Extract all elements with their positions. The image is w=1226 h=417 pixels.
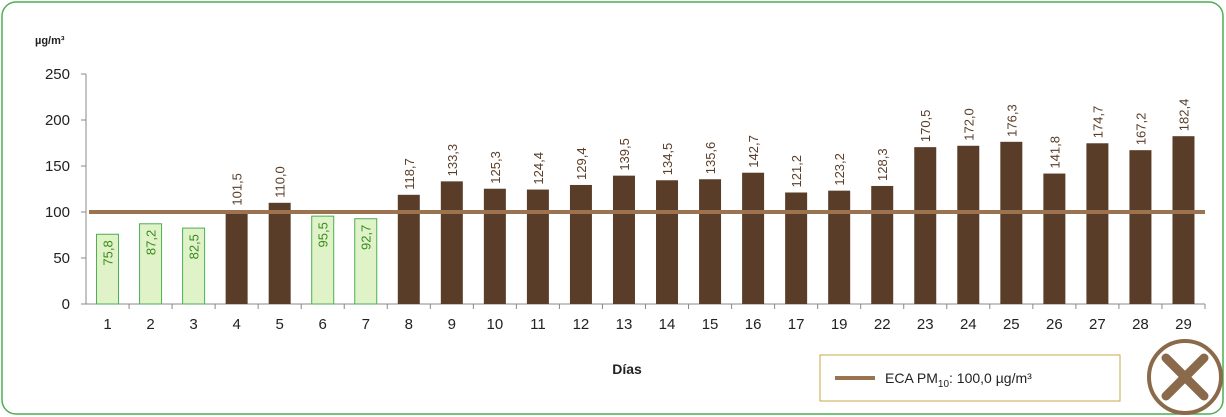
value-label: 95,5: [316, 222, 331, 247]
value-label: 170,5: [918, 110, 933, 143]
bar: [1043, 173, 1066, 304]
bar: [1129, 150, 1152, 304]
x-tick-label: 24: [960, 316, 977, 333]
bar: [526, 189, 549, 304]
bar: [483, 188, 506, 304]
value-label: 92,7: [359, 225, 374, 250]
legend-label-suffix: : 100,0 µg/m³: [949, 370, 1032, 386]
y-tick-label: 50: [53, 250, 70, 267]
value-label: 123,2: [832, 153, 847, 186]
y-tick-label: 150: [45, 158, 70, 175]
value-label: 125,3: [488, 151, 503, 184]
bar: [656, 180, 679, 304]
y-tick-label: 200: [45, 112, 70, 129]
x-tick-label: 13: [616, 316, 633, 333]
bar: [1086, 143, 1109, 304]
x-tick-label: 15: [702, 316, 719, 333]
bar: [311, 215, 335, 305]
x-tick-label: 27: [1089, 316, 1106, 333]
value-label: 101,5: [230, 173, 245, 206]
x-tick-label: 3: [189, 316, 197, 333]
value-label: 176,3: [1004, 104, 1019, 137]
x-tick-label: 7: [362, 316, 370, 333]
value-label: 174,7: [1090, 106, 1105, 139]
x-tick-label: 19: [831, 316, 848, 333]
x-tick-label: 10: [487, 316, 504, 333]
bar: [914, 147, 937, 304]
bar: [871, 185, 894, 304]
x-tick-label: 26: [1046, 316, 1063, 333]
value-label: 118,7: [402, 158, 417, 190]
bar: [354, 218, 378, 305]
value-label: 121,2: [789, 155, 804, 188]
x-axis-label: Días: [612, 361, 642, 377]
x-tick-label: 28: [1132, 316, 1149, 333]
x-tick-label: 29: [1175, 316, 1192, 333]
x-tick-label: 16: [745, 316, 762, 333]
bar: [397, 194, 420, 304]
value-label: 82,5: [187, 234, 202, 259]
value-label: 87,2: [144, 230, 159, 255]
value-label: 139,5: [617, 138, 632, 171]
value-label: 167,2: [1133, 113, 1148, 146]
x-tick-label: 11: [530, 316, 546, 333]
bar: [182, 227, 206, 305]
value-label: 124,4: [531, 152, 546, 185]
value-label: 128,3: [875, 148, 890, 181]
bar: [1000, 141, 1023, 304]
value-label: 182,4: [1176, 99, 1191, 132]
bar: [1172, 136, 1195, 304]
x-tick-label: 1: [103, 316, 111, 333]
x-tick-label: 2: [146, 316, 154, 333]
value-label: 134,5: [660, 143, 675, 176]
x-tick-label: 14: [659, 316, 676, 333]
bar: [742, 172, 765, 304]
bar: [699, 179, 722, 304]
x-tick-label: 6: [319, 316, 327, 333]
x-tick-label: 8: [405, 316, 413, 333]
x-tick-label: 9: [448, 316, 456, 333]
bar: [569, 184, 592, 304]
bar: [785, 192, 808, 304]
legend-label: ECA PM10: 100,0 µg/m³: [885, 370, 1032, 390]
bar: [612, 175, 635, 304]
y-tick-label: 100: [45, 204, 70, 221]
x-tick-label: 23: [917, 316, 934, 333]
value-label: 142,7: [746, 135, 761, 168]
y-axis-label: µg/m³: [35, 35, 65, 47]
x-tick-label: 4: [232, 316, 240, 333]
y-tick-label: 0: [62, 296, 70, 313]
legend-label-prefix: ECA PM: [885, 370, 938, 386]
x-tick-label: 25: [1003, 316, 1020, 333]
close-x[interactable]: [1161, 353, 1209, 401]
bar: [957, 145, 980, 304]
bar: [139, 223, 163, 305]
x-tick-label: 17: [788, 316, 805, 333]
value-label: 75,8: [101, 240, 116, 265]
close-button[interactable]: [1147, 339, 1223, 415]
value-label: 129,4: [574, 147, 589, 180]
y-tick-label: 250: [45, 66, 70, 83]
bar: [268, 202, 291, 304]
value-label: 110,0: [273, 166, 288, 198]
x-tick-label: 12: [573, 316, 590, 333]
x-tick-label: 22: [874, 316, 891, 333]
x-tick-label: 5: [276, 316, 284, 333]
value-label: 141,8: [1047, 136, 1062, 169]
value-label: 135,6: [703, 142, 718, 175]
value-label: 172,0: [961, 108, 976, 141]
bar: [225, 210, 248, 304]
bar: [828, 190, 851, 304]
bar: [440, 181, 463, 304]
bar: [96, 233, 120, 305]
value-label: 133,3: [445, 144, 460, 177]
legend-label-sub: 10: [938, 379, 950, 390]
